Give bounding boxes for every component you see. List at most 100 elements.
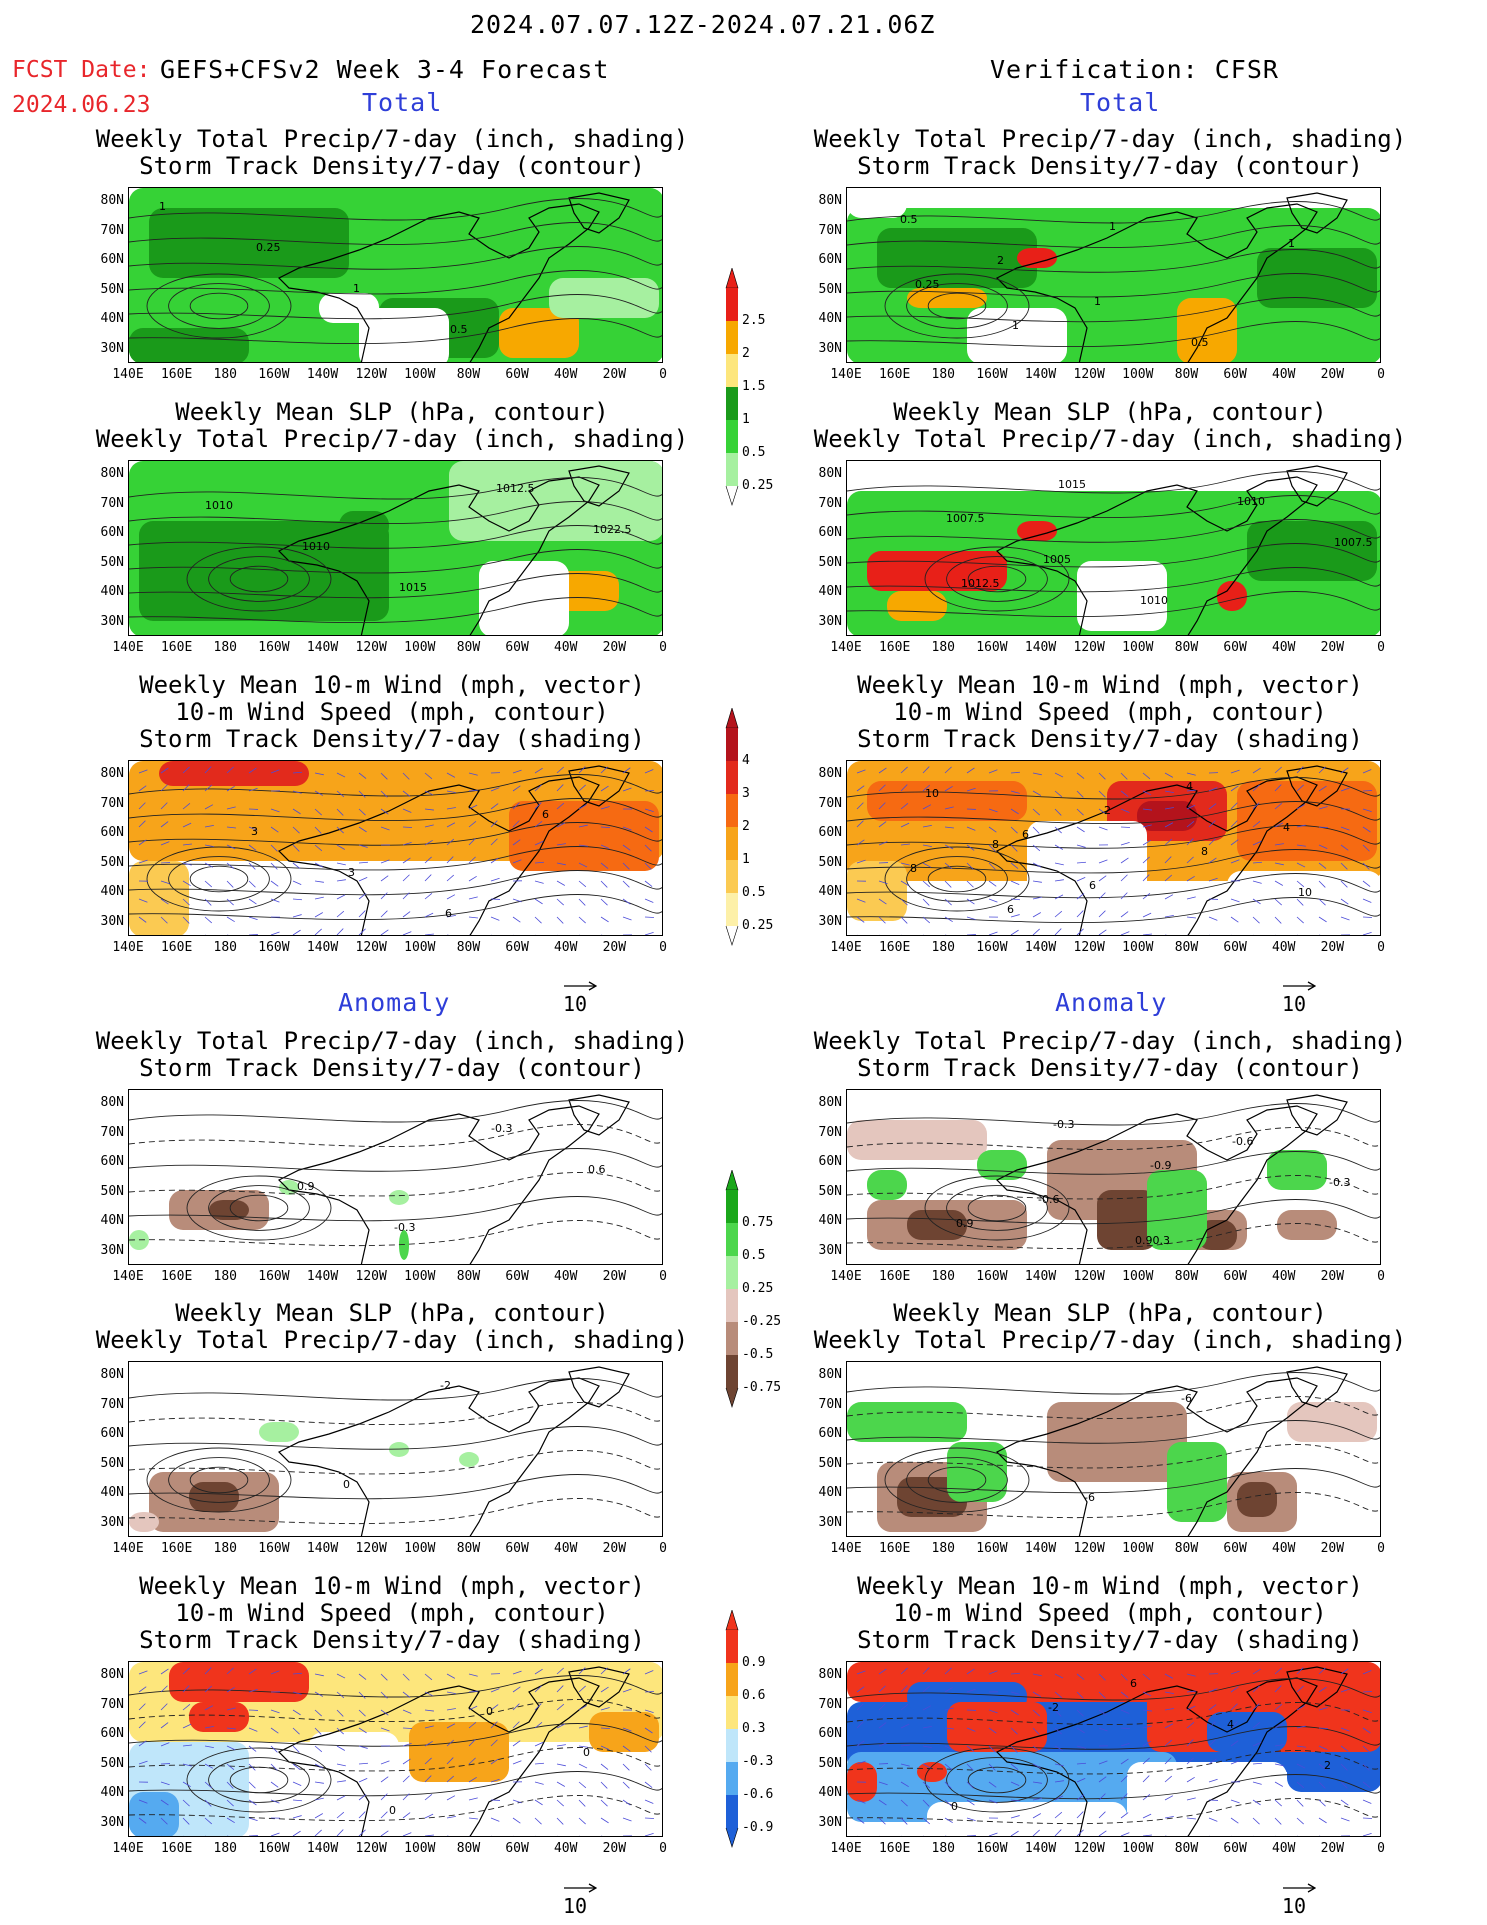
wind-vector <box>1164 1708 1174 1711</box>
wind-vector <box>1076 1794 1085 1801</box>
lon-tick-label: 80W <box>1174 640 1199 655</box>
colorbar-label: 0.25 <box>742 918 774 933</box>
contour-label: 1007.5 <box>946 512 985 525</box>
wind-vector <box>160 802 168 810</box>
lat-tick-label: 60N <box>818 825 842 840</box>
wind-vector <box>491 1835 492 1836</box>
wind-vector <box>534 880 544 884</box>
lat-tick-label: 30N <box>818 1242 842 1258</box>
coastline-greenland <box>1286 765 1348 807</box>
wind-vector <box>336 862 346 866</box>
wind-vector <box>923 934 924 935</box>
wind-vector <box>1010 1727 1018 1735</box>
wind-vector <box>966 1745 975 1752</box>
wind-vector <box>1054 879 1064 882</box>
coastline <box>995 476 1318 635</box>
wind-vector <box>205 1835 206 1836</box>
wind-vector <box>1120 1673 1128 1681</box>
lon-tick-label: 140W <box>1024 1269 1057 1284</box>
coastline <box>277 1105 600 1264</box>
lat-tick-label: 50N <box>100 1183 124 1199</box>
shading-region <box>149 208 349 278</box>
contour-closed <box>229 565 289 593</box>
contour-line <box>129 222 662 246</box>
wind-vector <box>600 1817 609 1824</box>
wind-vector <box>160 1799 169 1806</box>
contour-label: 6 <box>542 808 549 821</box>
wind-vector <box>1098 1673 1106 1681</box>
panel7-title-line1: Weekly Total Precip/7-day (inch, shading… <box>95 1027 689 1055</box>
wind-vector <box>182 1817 190 1825</box>
colorbar-swatch <box>726 761 738 794</box>
wind-vector <box>512 1686 521 1693</box>
lon-tick-label: 20W <box>1320 367 1345 382</box>
wind-vector <box>1054 1780 1064 1783</box>
wind-vector <box>1296 1725 1306 1729</box>
wind-vector <box>204 1745 214 1748</box>
wind-vector <box>600 844 610 849</box>
contour-label: -0.6 <box>1038 1193 1059 1206</box>
wind-vector <box>1032 1727 1040 1735</box>
wind-vector <box>270 1709 280 1714</box>
lat-tick-label: 80N <box>100 193 124 208</box>
panel3-title-line1: Weekly Mean SLP (hPa, contour) <box>175 398 609 426</box>
wind-vector <box>1186 772 1196 776</box>
coastline <box>277 203 600 362</box>
lat-tick-label: 50N <box>818 281 842 297</box>
lon-tick-label: 180 <box>213 940 237 955</box>
lon-tick-label: 100W <box>404 1541 436 1556</box>
panel11-title-line2: 10-m Wind Speed (mph, contour) <box>175 1599 609 1627</box>
wind-vector <box>1054 862 1064 866</box>
wind-vector <box>1274 822 1284 828</box>
wind-vector <box>1164 1816 1174 1819</box>
wind-vector <box>644 826 653 833</box>
wind-vector <box>1208 838 1216 846</box>
vector-ref-value: 10 <box>1282 992 1307 1016</box>
contour-closed <box>946 556 1048 602</box>
coastline <box>995 1105 1318 1264</box>
wind-vector <box>922 1763 932 1769</box>
lat-tick-label: 70N <box>100 495 124 511</box>
contour-label: 6 <box>1022 828 1029 841</box>
wind-vector <box>1318 785 1327 792</box>
wind-vector <box>314 1797 324 1801</box>
wind-vector <box>944 806 954 810</box>
wind-vector <box>556 1685 564 1693</box>
wind-vector <box>1164 856 1172 864</box>
wind-vector <box>900 1799 908 1807</box>
wind-vector <box>446 790 456 794</box>
wind-vector <box>270 844 278 852</box>
wind-vector <box>380 772 388 780</box>
wind-vector <box>1208 1758 1217 1765</box>
contour-closed <box>146 1447 292 1513</box>
lat-tick-label: 40N <box>100 1213 124 1228</box>
wind-vector <box>1186 875 1195 882</box>
contour-label: 2 <box>1104 804 1111 817</box>
lat-tick-label: 40N <box>100 884 124 899</box>
wind-vector <box>1054 790 1063 798</box>
wind-vector <box>1186 896 1196 900</box>
wind-vector <box>1142 892 1151 900</box>
lat-tick-label: 60N <box>818 252 842 267</box>
wind-vector <box>988 1670 998 1675</box>
wind-vector <box>358 861 369 864</box>
wind-vector <box>424 772 433 780</box>
wind-vector <box>402 841 412 846</box>
colorbar-cap <box>725 1170 739 1191</box>
wind-vector <box>1076 861 1087 864</box>
contour-label: 0 <box>583 1746 590 1759</box>
wind-vector <box>1230 785 1239 792</box>
wind-vector <box>534 1722 543 1729</box>
contour-label: 6 <box>1007 903 1014 916</box>
wind-vector <box>402 1832 412 1836</box>
wind-vector <box>248 1781 256 1789</box>
wind-vector <box>424 824 434 828</box>
contour-label: 1007.5 <box>1334 536 1373 549</box>
wind-vector <box>1186 1817 1196 1820</box>
wind-vector <box>314 1745 323 1753</box>
wind-vector <box>1230 1703 1238 1711</box>
contour-line <box>847 825 1380 849</box>
lon-tick-label: 160E <box>878 640 911 655</box>
wind-vector <box>468 916 478 919</box>
